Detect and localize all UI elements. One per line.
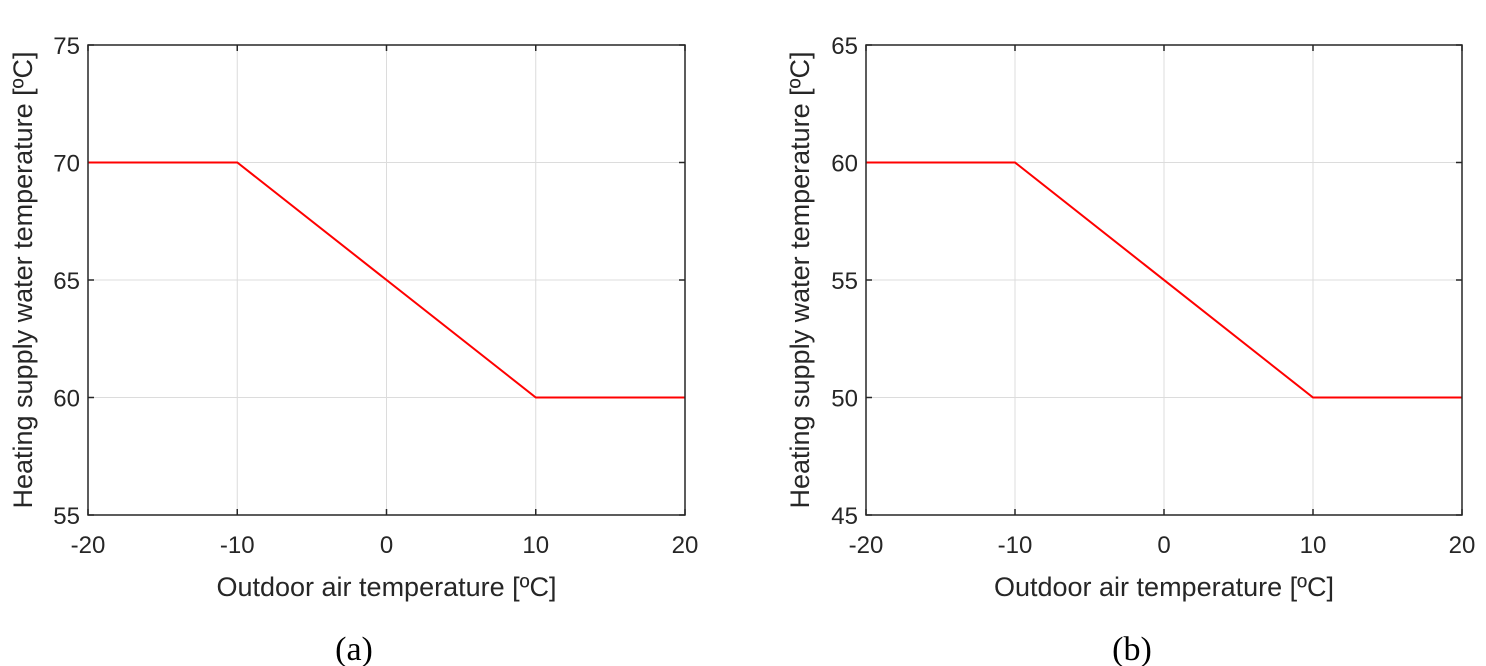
chart-caption: (b)	[1112, 631, 1152, 666]
x-tick-label: -10	[998, 532, 1033, 559]
y-tick-label: 60	[831, 151, 858, 178]
y-tick-label: 65	[831, 33, 858, 60]
y-axis-label: Heating supply water temperature [ºC]	[8, 51, 38, 508]
chart-2: -20 -10 0 10 20 45 50 55 60 65 Outdoor air tempera…	[785, 33, 1475, 666]
y-tick-label: 60	[53, 386, 80, 413]
y-tick-label: 75	[53, 33, 80, 60]
x-tick-label: 0	[380, 532, 393, 559]
y-tick-label: 55	[53, 503, 80, 530]
chart-1: -20 -10 0 10 20 55 60 65 70 75 Outdoor air tempera…	[8, 33, 698, 666]
series-line	[88, 161, 685, 399]
series-line	[866, 161, 1462, 399]
x-tick-label: 20	[672, 532, 699, 559]
y-tick-label: 45	[831, 503, 858, 530]
y-axis-label: Heating supply water temperature [ºC]	[785, 51, 815, 508]
x-axis-label: Outdoor air temperature [ºC]	[994, 572, 1334, 602]
x-tick-label: 20	[1449, 532, 1476, 559]
x-tick-label: 10	[1300, 532, 1327, 559]
x-tick-label: 10	[522, 532, 549, 559]
x-tick-label: -20	[849, 532, 884, 559]
plot-frame	[87, 44, 686, 516]
y-tick-label: 55	[831, 268, 858, 295]
x-tick-label: -10	[220, 532, 255, 559]
plot-frame	[865, 44, 1463, 516]
y-tick-label: 50	[831, 386, 858, 413]
x-tick-label: 0	[1157, 532, 1170, 559]
y-tick-label: 70	[53, 151, 80, 178]
x-axis-label: Outdoor air temperature [ºC]	[216, 572, 556, 602]
chart-caption: (a)	[335, 631, 373, 666]
y-tick-label: 65	[53, 268, 80, 295]
x-tick-label: -20	[71, 532, 106, 559]
